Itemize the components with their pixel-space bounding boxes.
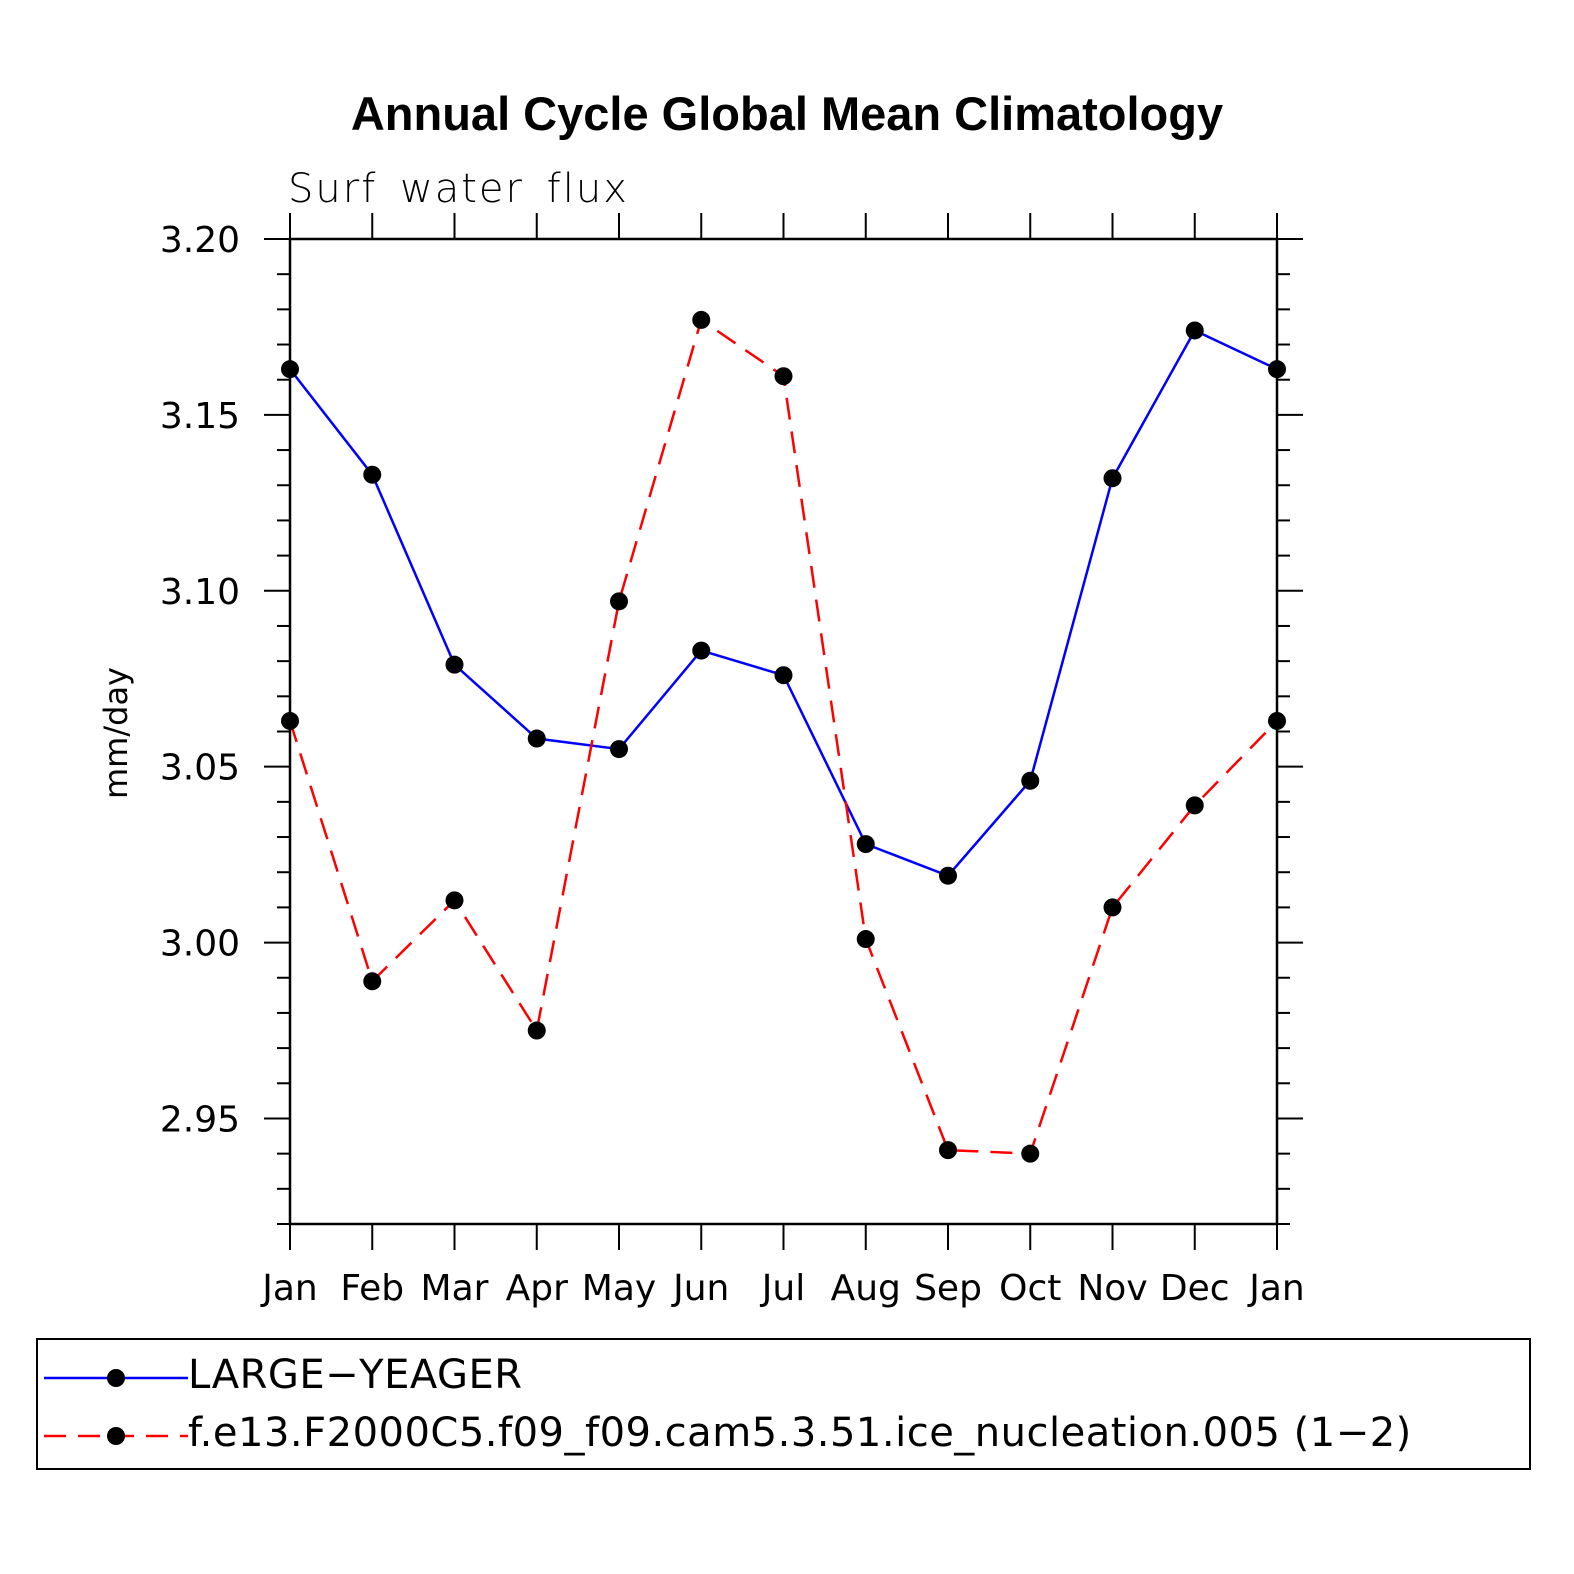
y-tick-label: 3.20 — [160, 220, 240, 261]
series-2-point — [692, 310, 711, 329]
series-1 — [281, 321, 1286, 885]
legend-marker-series-1 — [44, 1369, 188, 1387]
x-tick-label-apr: Apr — [506, 1268, 568, 1309]
x-tick-label-oct: Oct — [999, 1268, 1061, 1309]
series-2-point — [363, 972, 382, 991]
series-1-point — [939, 866, 957, 885]
y-tick-label: 2.95 — [160, 1099, 240, 1140]
series-2-point — [1268, 711, 1286, 730]
plot-frame — [288, 237, 1279, 1226]
series-1-line — [289, 328, 1278, 878]
x-tick-label-dec: Dec — [1160, 1268, 1230, 1309]
series-2-point — [281, 711, 299, 730]
series-2-point — [939, 1141, 957, 1160]
series-1-point — [856, 835, 875, 854]
x-tick-label-jan: Jan — [260, 1268, 318, 1309]
legend-label-series-2: f.e13.F2000C5.f09_f09.cam5.3.51.ice_nucl… — [188, 1410, 1412, 1456]
series-2-line — [288, 317, 1278, 1155]
y-tick-label: 3.05 — [160, 748, 240, 789]
legend: LARGE−YEAGER f.e13.F2000C5.f09_f09.cam5.… — [36, 1338, 1531, 1470]
legend-label-series-1: LARGE−YEAGER — [188, 1352, 523, 1398]
series-2-point — [1185, 796, 1204, 815]
series-1-point — [774, 666, 793, 685]
series-1-point — [363, 465, 382, 484]
series-2-point — [445, 891, 464, 910]
series-2-point — [856, 930, 875, 949]
series-2-point — [527, 1021, 546, 1040]
y-axis-label: mm/day — [97, 667, 135, 799]
series-2-point — [1103, 898, 1122, 917]
x-tick-label-aug: Aug — [831, 1268, 901, 1309]
series-1-point — [692, 641, 711, 660]
y-tick-label: 3.10 — [160, 572, 240, 613]
series-2 — [281, 310, 1286, 1163]
series-1-point — [1021, 771, 1040, 790]
series-1-point — [1268, 360, 1286, 379]
legend-item-series-1: LARGE−YEAGER — [38, 1348, 1529, 1404]
series-1-point — [281, 360, 299, 379]
x-tick-label-may: May — [582, 1268, 656, 1309]
series-layer — [281, 310, 1286, 1163]
x-tick-label-feb: Feb — [340, 1268, 404, 1309]
y-tick-label: 3.00 — [160, 924, 240, 965]
series-2-point — [610, 592, 628, 611]
series-1-point — [527, 729, 546, 748]
series-1-point — [1185, 321, 1204, 340]
y-tick-label: 3.15 — [160, 396, 240, 437]
series-1-point — [445, 655, 464, 674]
chart-subtitle: Surf water flux — [288, 166, 629, 212]
chart-title: Annual Cycle Global Mean Climatology — [350, 87, 1224, 140]
x-tick-label-jun: Jun — [671, 1268, 729, 1309]
series-2-point — [774, 367, 793, 386]
legend-marker-series-2 — [44, 1427, 188, 1445]
series-2-point — [1021, 1144, 1040, 1163]
legend-item-series-2: f.e13.F2000C5.f09_f09.cam5.3.51.ice_nucl… — [38, 1406, 1529, 1462]
series-1-point — [610, 740, 628, 759]
x-tick-label-sep: Sep — [914, 1268, 982, 1309]
axes: 3.20 3.15 3.10 3.05 3.00 2.95 Jan Feb Mar Apr May J… — [160, 213, 1305, 1309]
x-tick-label-nov: Nov — [1077, 1268, 1147, 1309]
x-tick-label-jul: Jul — [760, 1268, 805, 1309]
series-1-point — [1103, 469, 1122, 488]
x-tick-label-jan: Jan — [1247, 1268, 1305, 1309]
x-tick-label-mar: Mar — [421, 1268, 489, 1309]
